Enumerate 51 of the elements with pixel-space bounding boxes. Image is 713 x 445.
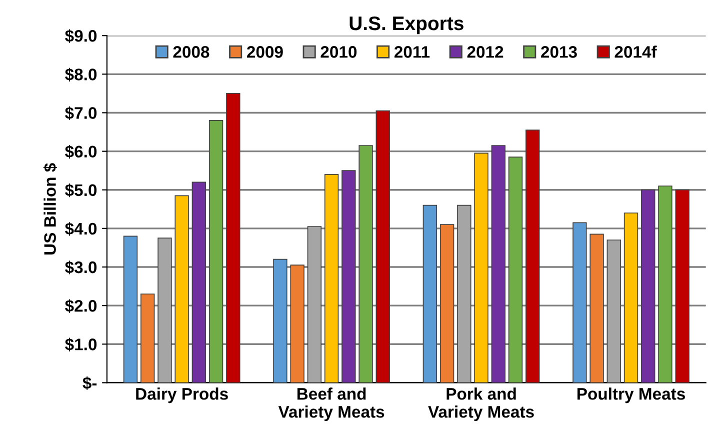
- y-axis-title: US Billion $: [43, 163, 58, 254]
- legend-label: 2010: [320, 46, 357, 58]
- chart-title: U.S. Exports: [350, 16, 464, 34]
- bar: [675, 189, 690, 383]
- bar: [606, 240, 621, 383]
- legend-label: 2008: [173, 46, 210, 58]
- legend-label: 2011: [394, 46, 430, 58]
- bar: [590, 234, 604, 383]
- bar: [572, 222, 587, 383]
- bar: [491, 145, 506, 383]
- y-tick-label: $7.0: [65, 106, 97, 120]
- y-tick-label: $1.0: [65, 338, 97, 352]
- x-tick-label: Beef and Variety Meats: [278, 388, 384, 422]
- x-tick-label: Pork and Variety Meats: [428, 388, 534, 422]
- bar: [273, 258, 288, 383]
- y-tick-label: $3.0: [65, 260, 97, 274]
- bar: [526, 130, 540, 383]
- y-tick-label: $4.0: [65, 222, 97, 236]
- legend-label: 2009: [246, 46, 283, 58]
- legend-label: 2014f: [614, 46, 657, 58]
- bar: [324, 174, 339, 383]
- bar: [226, 93, 240, 383]
- bar: [192, 182, 206, 383]
- bar: [342, 170, 356, 383]
- bar: [440, 224, 454, 383]
- bar: [358, 145, 373, 383]
- bar: [307, 226, 322, 383]
- bar: [208, 120, 224, 383]
- bar: [376, 110, 390, 383]
- bar: [474, 152, 488, 383]
- legend-label: 2013: [541, 46, 577, 58]
- bar: [174, 195, 189, 383]
- y-tick-label: $2.0: [65, 299, 97, 313]
- bar: [422, 204, 438, 383]
- legend-label: 2012: [467, 46, 504, 58]
- x-tick-label: Dairy Prods: [136, 388, 228, 404]
- bar: [457, 204, 472, 383]
- bar: [290, 264, 304, 383]
- bar: [123, 236, 138, 383]
- bar: [624, 212, 638, 383]
- y-tick-label: $-: [82, 376, 97, 390]
- bar: [658, 186, 672, 383]
- x-tick-label: Poultry Meats: [577, 388, 685, 404]
- bar: [158, 238, 172, 383]
- y-tick-label: $8.0: [65, 68, 97, 82]
- bar: [508, 156, 523, 383]
- bar: [641, 189, 656, 383]
- bar: [140, 294, 155, 383]
- y-tick-label: $5.0: [65, 184, 97, 198]
- y-tick-label: $6.0: [65, 144, 97, 159]
- y-tick-label: $9.0: [65, 29, 97, 43]
